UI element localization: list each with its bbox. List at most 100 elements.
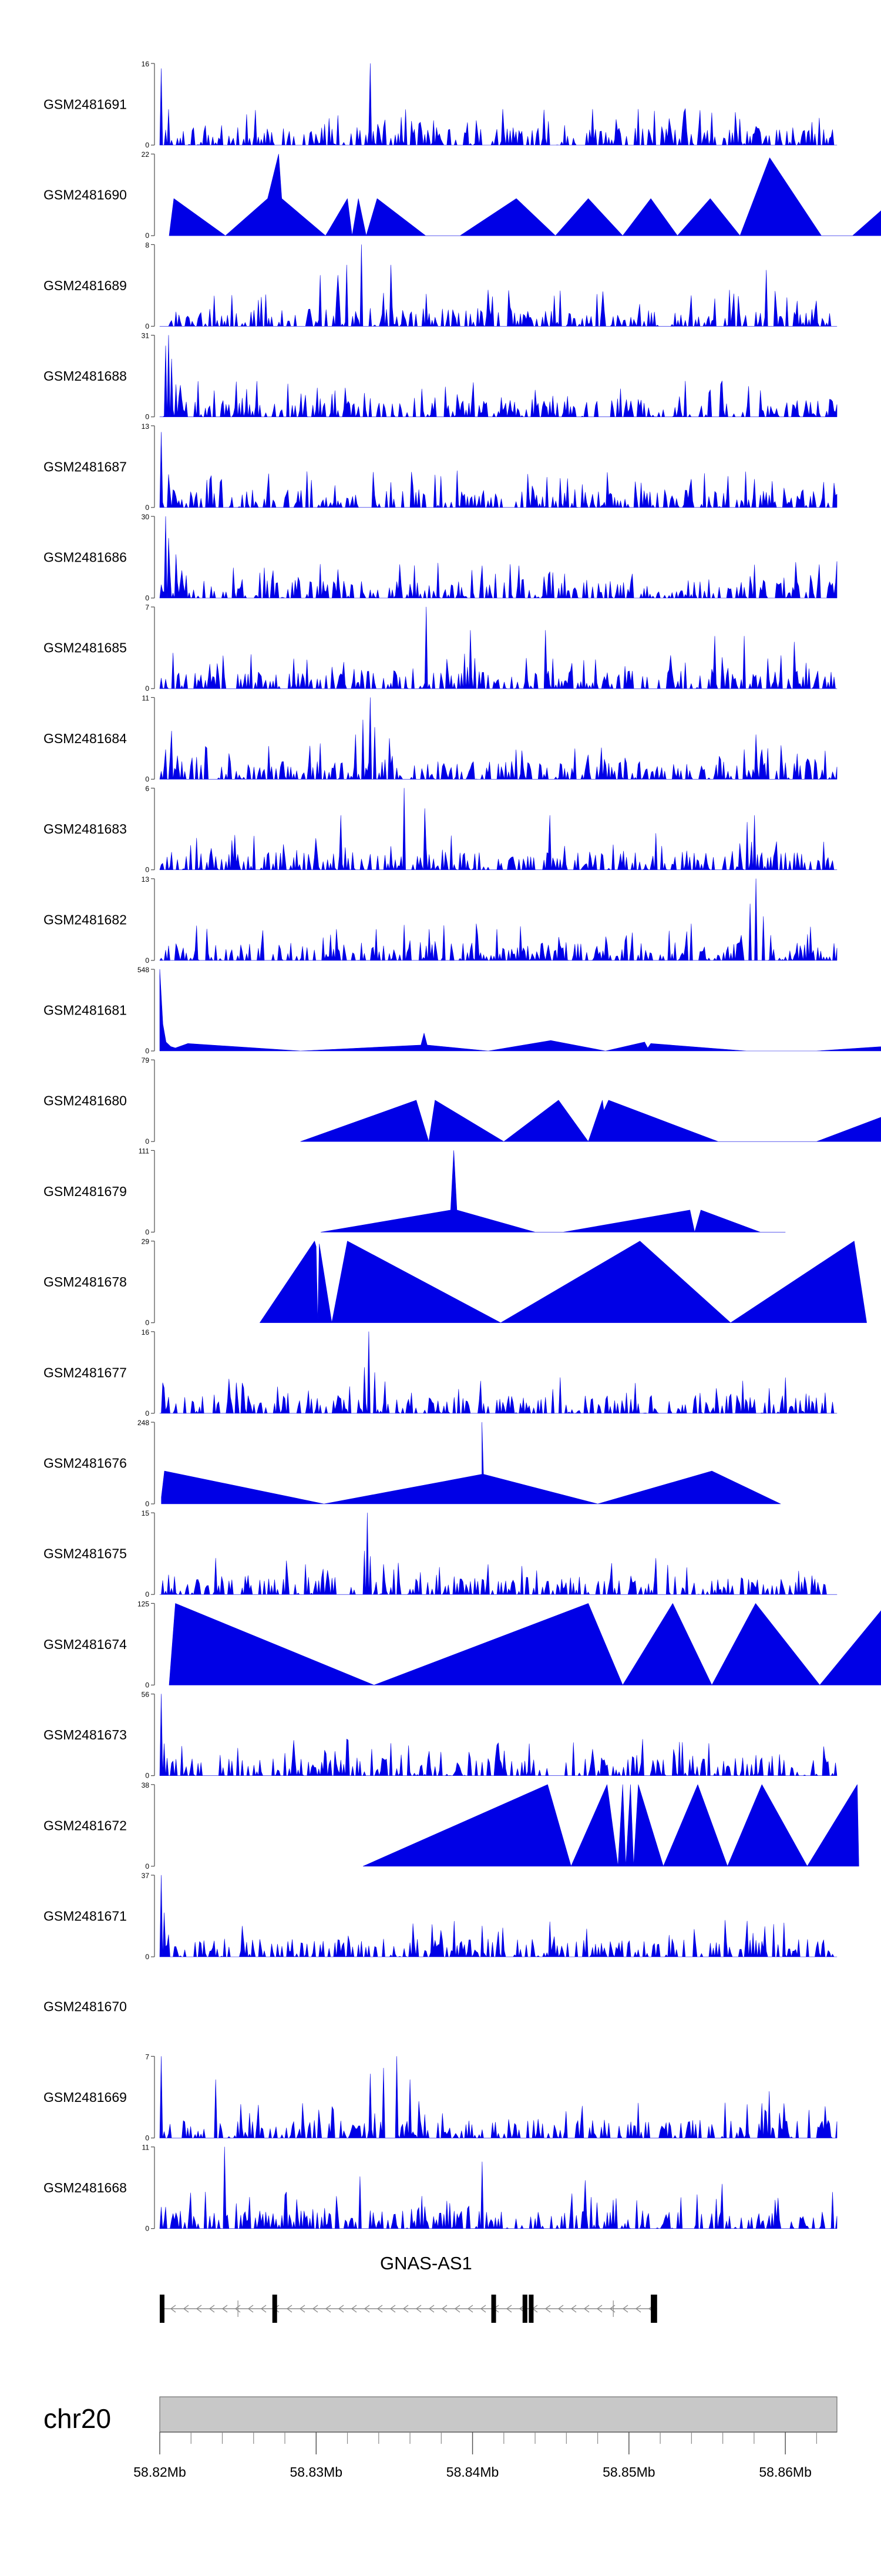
gene-exon bbox=[491, 2295, 496, 2323]
x-axis-tick-label: 58.85Mb bbox=[603, 2464, 655, 2480]
strand-arrow bbox=[376, 2305, 383, 2313]
strand-arrow bbox=[506, 2305, 512, 2313]
track-GSM2481682: GSM2481682 13 0 bbox=[43, 875, 838, 965]
track-GSM2481680: GSM2481680 79 0 bbox=[43, 1056, 881, 1146]
track-area-GSM2481688 bbox=[159, 335, 838, 417]
strand-arrow bbox=[428, 2305, 435, 2313]
y-axis-min-label: 0 bbox=[145, 2134, 149, 2142]
track-label: GSM2481677 bbox=[43, 1365, 127, 1380]
track-label: GSM2481669 bbox=[43, 2090, 127, 2105]
y-axis-min-label: 0 bbox=[145, 2225, 149, 2233]
x-axis: 58.82Mb 58.83Mb 58.84Mb 58.85Mb 58.86Mb bbox=[133, 2431, 837, 2480]
track-label: GSM2481691 bbox=[43, 97, 127, 112]
ideogram-band bbox=[159, 2396, 838, 2433]
y-axis-max-label: 22 bbox=[142, 150, 150, 159]
track-label: GSM2481685 bbox=[43, 640, 127, 656]
track-GSM2481685: GSM2481685 7 0 bbox=[43, 603, 838, 693]
track-label: GSM2481680 bbox=[43, 1093, 127, 1109]
y-axis-max-label: 16 bbox=[142, 1328, 150, 1336]
strand-arrow bbox=[583, 2305, 590, 2313]
track-area-GSM2481676 bbox=[161, 1422, 781, 1504]
track-GSM2481675: GSM2481675 15 0 bbox=[43, 1509, 838, 1598]
track-area-GSM2481680 bbox=[300, 1100, 881, 1142]
strand-arrow bbox=[351, 2305, 357, 2313]
y-axis-min-label: 0 bbox=[145, 1228, 149, 1236]
x-axis-tick-label: 58.86Mb bbox=[759, 2464, 812, 2480]
track-GSM2481673: GSM2481673 56 0 bbox=[43, 1691, 838, 1780]
y-axis-min-label: 0 bbox=[145, 1319, 149, 1327]
strand-arrow bbox=[557, 2305, 564, 2313]
gene-exon bbox=[651, 2295, 657, 2323]
y-axis-max-label: 15 bbox=[142, 1509, 150, 1517]
y-axis-min-label: 0 bbox=[145, 1409, 149, 1418]
y-axis-max-label: 8 bbox=[145, 241, 149, 249]
track-area-GSM2481682 bbox=[159, 878, 838, 961]
track-GSM2481674: GSM2481674 125 0 bbox=[43, 1600, 881, 1689]
y-axis-min-label: 0 bbox=[145, 1590, 149, 1598]
strand-arrow bbox=[209, 2305, 215, 2313]
y-axis-max-label: 13 bbox=[142, 422, 150, 431]
track-label: GSM2481676 bbox=[43, 1456, 127, 1471]
strand-arrow bbox=[183, 2305, 189, 2313]
track-label: GSM2481688 bbox=[43, 368, 127, 384]
y-axis-min-label: 0 bbox=[145, 503, 149, 512]
track-area-GSM2481691 bbox=[159, 63, 838, 146]
track-label: GSM2481673 bbox=[43, 1727, 127, 1742]
y-axis-max-label: 11 bbox=[142, 694, 150, 702]
chromosome-ideogram: chr20 bbox=[43, 2396, 838, 2434]
y-axis-min-label: 0 bbox=[145, 413, 149, 421]
y-axis-min-label: 0 bbox=[145, 775, 149, 783]
track-label: GSM2481686 bbox=[43, 550, 127, 565]
strand-arrow bbox=[286, 2305, 292, 2313]
track-area-GSM2481668 bbox=[159, 2147, 838, 2229]
strand-arrow bbox=[338, 2305, 344, 2313]
strand-arrow bbox=[415, 2305, 422, 2313]
y-axis-min-label: 0 bbox=[145, 231, 149, 240]
track-GSM2481678: GSM2481678 29 0 bbox=[43, 1238, 867, 1327]
track-GSM2481679: GSM2481679 111 0 bbox=[43, 1147, 786, 1236]
strand-arrow bbox=[389, 2305, 396, 2313]
y-axis-max-label: 111 bbox=[139, 1147, 150, 1155]
track-area-GSM2481687 bbox=[159, 432, 838, 508]
strand-arrow bbox=[454, 2305, 460, 2313]
y-axis-max-label: 16 bbox=[142, 60, 150, 68]
track-label: GSM2481671 bbox=[43, 1909, 127, 1924]
track-GSM2481686: GSM2481686 30 0 bbox=[43, 513, 838, 602]
strand-arrow bbox=[260, 2305, 267, 2313]
track-area-GSM2481685 bbox=[159, 606, 838, 689]
y-axis-min-label: 0 bbox=[145, 1681, 149, 1689]
gene-exon bbox=[529, 2295, 534, 2323]
strand-arrow bbox=[170, 2305, 176, 2313]
y-axis-max-label: 56 bbox=[142, 1691, 150, 1699]
y-axis-max-label: 125 bbox=[137, 1600, 149, 1608]
strand-arrow bbox=[312, 2305, 318, 2313]
track-GSM2481684: GSM2481684 11 0 bbox=[43, 694, 838, 783]
track-GSM2481672: GSM2481672 38 0 bbox=[43, 1781, 859, 1870]
track-label: GSM2481681 bbox=[43, 1003, 127, 1018]
track-GSM2481669: GSM2481669 7 0 bbox=[43, 2053, 838, 2142]
y-axis-max-label: 37 bbox=[142, 1872, 150, 1880]
strand-arrow bbox=[570, 2305, 577, 2313]
strand-arrow bbox=[480, 2305, 486, 2313]
y-axis-max-label: 7 bbox=[145, 603, 149, 612]
track-label: GSM2481687 bbox=[43, 459, 127, 474]
track-GSM2481688: GSM2481688 31 0 bbox=[43, 332, 838, 421]
y-axis-min-label: 0 bbox=[145, 1862, 149, 1870]
y-axis-min-label: 0 bbox=[145, 594, 149, 602]
y-axis-min-label: 0 bbox=[145, 1953, 149, 1961]
y-axis-min-label: 0 bbox=[145, 1137, 149, 1146]
y-axis-min-label: 0 bbox=[145, 684, 149, 693]
track-GSM2481668: GSM2481668 11 0 bbox=[43, 2144, 838, 2233]
track-area-GSM2481690 bbox=[169, 153, 881, 236]
y-axis-max-label: 248 bbox=[137, 1419, 149, 1427]
track-area-GSM2481686 bbox=[159, 516, 838, 599]
track-area-GSM2481679 bbox=[321, 1150, 786, 1232]
strand-arrow bbox=[622, 2305, 628, 2313]
gene-exon bbox=[522, 2295, 527, 2323]
track-GSM2481683: GSM2481683 6 0 bbox=[43, 785, 838, 874]
track-area-GSM2481689 bbox=[159, 244, 838, 327]
gene-exon bbox=[160, 2295, 164, 2323]
track-label: GSM2481679 bbox=[43, 1184, 127, 1199]
y-axis-max-label: 29 bbox=[142, 1238, 150, 1246]
